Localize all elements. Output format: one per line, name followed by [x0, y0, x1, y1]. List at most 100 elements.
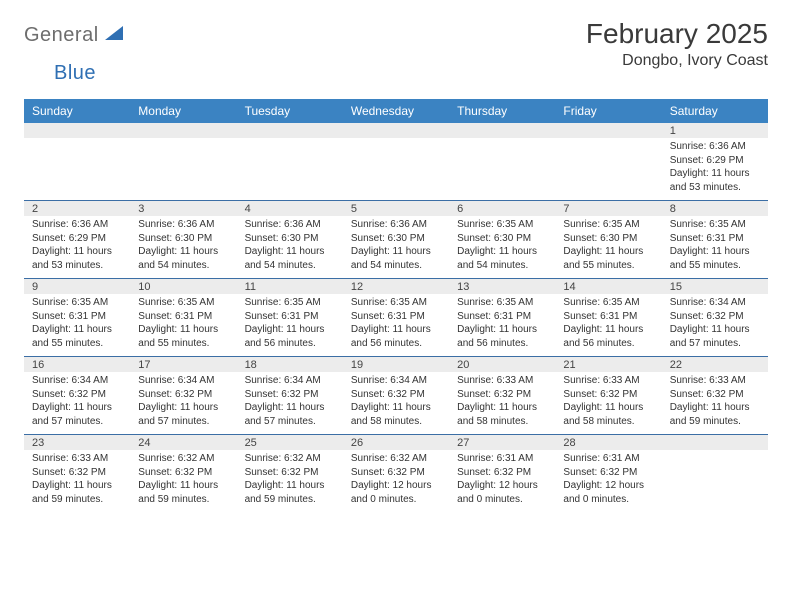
- weekday-header: Monday: [130, 99, 236, 123]
- day-number: 15: [662, 279, 768, 294]
- day-detail-row: Sunrise: 6:36 AMSunset: 6:29 PMDaylight:…: [24, 138, 768, 200]
- day-number: 20: [449, 357, 555, 372]
- day-cell: [449, 138, 555, 200]
- sunset-text: Sunset: 6:32 PM: [245, 388, 335, 402]
- daylight-text: Daylight: 11 hours and 59 minutes.: [32, 479, 122, 506]
- logo-triangle-icon: [105, 26, 123, 45]
- sunset-text: Sunset: 6:31 PM: [457, 310, 547, 324]
- sunset-text: Sunset: 6:31 PM: [32, 310, 122, 324]
- day-cell: Sunrise: 6:36 AMSunset: 6:30 PMDaylight:…: [343, 216, 449, 278]
- sunset-text: Sunset: 6:32 PM: [32, 388, 122, 402]
- sunrise-text: Sunrise: 6:35 AM: [351, 296, 441, 310]
- sunrise-text: Sunrise: 6:33 AM: [670, 374, 760, 388]
- daylight-text: Daylight: 11 hours and 58 minutes.: [351, 401, 441, 428]
- sunrise-text: Sunrise: 6:36 AM: [32, 218, 122, 232]
- daylight-text: Daylight: 11 hours and 55 minutes.: [563, 245, 653, 272]
- day-cell: Sunrise: 6:33 AMSunset: 6:32 PMDaylight:…: [555, 372, 661, 434]
- day-cell: [237, 138, 343, 200]
- sunset-text: Sunset: 6:32 PM: [563, 466, 653, 480]
- day-number: 11: [237, 279, 343, 294]
- day-number: [343, 123, 449, 138]
- day-cell: Sunrise: 6:35 AMSunset: 6:31 PMDaylight:…: [449, 294, 555, 356]
- day-number: 16: [24, 357, 130, 372]
- day-number: 14: [555, 279, 661, 294]
- day-number: 1: [662, 123, 768, 138]
- day-cell: Sunrise: 6:31 AMSunset: 6:32 PMDaylight:…: [449, 450, 555, 512]
- day-number: 9: [24, 279, 130, 294]
- sunrise-text: Sunrise: 6:34 AM: [32, 374, 122, 388]
- calendar-grid: Sunday Monday Tuesday Wednesday Thursday…: [24, 99, 768, 512]
- daylight-text: Daylight: 11 hours and 54 minutes.: [351, 245, 441, 272]
- daylight-text: Daylight: 11 hours and 58 minutes.: [457, 401, 547, 428]
- sunrise-text: Sunrise: 6:32 AM: [245, 452, 335, 466]
- day-number: 18: [237, 357, 343, 372]
- day-cell: [662, 450, 768, 512]
- day-cell: Sunrise: 6:32 AMSunset: 6:32 PMDaylight:…: [130, 450, 236, 512]
- sunrise-text: Sunrise: 6:32 AM: [138, 452, 228, 466]
- weekday-header-row: Sunday Monday Tuesday Wednesday Thursday…: [24, 99, 768, 123]
- daylight-text: Daylight: 11 hours and 59 minutes.: [245, 479, 335, 506]
- sunrise-text: Sunrise: 6:31 AM: [563, 452, 653, 466]
- daylight-text: Daylight: 11 hours and 59 minutes.: [670, 401, 760, 428]
- weekday-header: Saturday: [662, 99, 768, 123]
- daylight-text: Daylight: 12 hours and 0 minutes.: [563, 479, 653, 506]
- daylight-text: Daylight: 11 hours and 54 minutes.: [457, 245, 547, 272]
- day-cell: Sunrise: 6:34 AMSunset: 6:32 PMDaylight:…: [24, 372, 130, 434]
- day-detail-row: Sunrise: 6:34 AMSunset: 6:32 PMDaylight:…: [24, 372, 768, 434]
- daylight-text: Daylight: 11 hours and 57 minutes.: [670, 323, 760, 350]
- day-number-row: 1: [24, 123, 768, 138]
- sunrise-text: Sunrise: 6:35 AM: [457, 218, 547, 232]
- day-cell: Sunrise: 6:33 AMSunset: 6:32 PMDaylight:…: [662, 372, 768, 434]
- sunrise-text: Sunrise: 6:34 AM: [245, 374, 335, 388]
- day-cell: Sunrise: 6:36 AMSunset: 6:29 PMDaylight:…: [24, 216, 130, 278]
- sunset-text: Sunset: 6:32 PM: [138, 388, 228, 402]
- day-cell: Sunrise: 6:32 AMSunset: 6:32 PMDaylight:…: [343, 450, 449, 512]
- day-number: 25: [237, 435, 343, 450]
- sunrise-text: Sunrise: 6:35 AM: [245, 296, 335, 310]
- sunset-text: Sunset: 6:32 PM: [245, 466, 335, 480]
- day-number: 19: [343, 357, 449, 372]
- sunset-text: Sunset: 6:30 PM: [457, 232, 547, 246]
- day-cell: [24, 138, 130, 200]
- day-cell: [555, 138, 661, 200]
- sunset-text: Sunset: 6:32 PM: [457, 388, 547, 402]
- sunrise-text: Sunrise: 6:35 AM: [670, 218, 760, 232]
- daylight-text: Daylight: 11 hours and 55 minutes.: [138, 323, 228, 350]
- day-cell: Sunrise: 6:35 AMSunset: 6:31 PMDaylight:…: [662, 216, 768, 278]
- day-number: 24: [130, 435, 236, 450]
- day-cell: Sunrise: 6:35 AMSunset: 6:31 PMDaylight:…: [130, 294, 236, 356]
- sunset-text: Sunset: 6:31 PM: [670, 232, 760, 246]
- day-number: [24, 123, 130, 138]
- daylight-text: Daylight: 11 hours and 53 minutes.: [670, 167, 760, 194]
- sunrise-text: Sunrise: 6:33 AM: [563, 374, 653, 388]
- daylight-text: Daylight: 11 hours and 56 minutes.: [457, 323, 547, 350]
- sunset-text: Sunset: 6:29 PM: [670, 154, 760, 168]
- day-cell: Sunrise: 6:36 AMSunset: 6:29 PMDaylight:…: [662, 138, 768, 200]
- weeks-container: 1Sunrise: 6:36 AMSunset: 6:29 PMDaylight…: [24, 123, 768, 512]
- sunrise-text: Sunrise: 6:36 AM: [138, 218, 228, 232]
- day-cell: Sunrise: 6:35 AMSunset: 6:31 PMDaylight:…: [24, 294, 130, 356]
- day-cell: Sunrise: 6:35 AMSunset: 6:30 PMDaylight:…: [449, 216, 555, 278]
- weekday-header: Thursday: [449, 99, 555, 123]
- day-number: 6: [449, 201, 555, 216]
- day-cell: Sunrise: 6:31 AMSunset: 6:32 PMDaylight:…: [555, 450, 661, 512]
- day-number-row: 9101112131415: [24, 279, 768, 294]
- sunrise-text: Sunrise: 6:36 AM: [351, 218, 441, 232]
- daylight-text: Daylight: 11 hours and 55 minutes.: [670, 245, 760, 272]
- daylight-text: Daylight: 11 hours and 53 minutes.: [32, 245, 122, 272]
- month-year-title: February 2025: [586, 18, 768, 50]
- day-number: 12: [343, 279, 449, 294]
- sunset-text: Sunset: 6:30 PM: [563, 232, 653, 246]
- sunrise-text: Sunrise: 6:35 AM: [457, 296, 547, 310]
- day-number: 23: [24, 435, 130, 450]
- day-cell: Sunrise: 6:35 AMSunset: 6:30 PMDaylight:…: [555, 216, 661, 278]
- day-cell: Sunrise: 6:32 AMSunset: 6:32 PMDaylight:…: [237, 450, 343, 512]
- weekday-header: Wednesday: [343, 99, 449, 123]
- day-cell: Sunrise: 6:34 AMSunset: 6:32 PMDaylight:…: [662, 294, 768, 356]
- sunset-text: Sunset: 6:32 PM: [670, 310, 760, 324]
- daylight-text: Daylight: 11 hours and 59 minutes.: [138, 479, 228, 506]
- sunset-text: Sunset: 6:31 PM: [245, 310, 335, 324]
- sunrise-text: Sunrise: 6:32 AM: [351, 452, 441, 466]
- day-number-row: 16171819202122: [24, 357, 768, 372]
- day-cell: Sunrise: 6:34 AMSunset: 6:32 PMDaylight:…: [237, 372, 343, 434]
